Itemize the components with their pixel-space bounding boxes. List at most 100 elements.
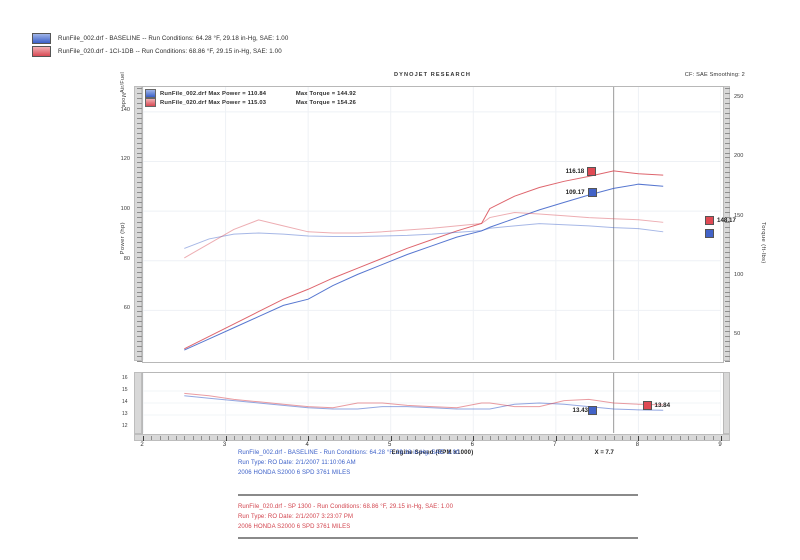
legend-swatch-baseline-icon	[32, 33, 51, 44]
axis-tick	[137, 117, 142, 119]
axis-tick	[725, 222, 730, 224]
axis-tick	[137, 251, 142, 253]
axis-tick	[137, 246, 142, 248]
x-axis-tick	[539, 436, 541, 440]
y-axis-right-tick-label: 250	[734, 93, 744, 100]
axis-tick	[137, 341, 142, 343]
axis-tick	[137, 336, 142, 338]
axis-tick	[725, 162, 730, 164]
x-axis-tick	[332, 436, 334, 440]
x-axis-tick	[275, 436, 277, 440]
legend-swatch-modified-icon	[32, 46, 51, 57]
callout-afr-baseline: 13.43	[572, 405, 600, 415]
y-axis-left-tick-label: 80	[123, 255, 130, 262]
x-axis-tick	[671, 436, 673, 440]
x-axis-tick	[448, 436, 450, 440]
axis-tick	[725, 207, 730, 209]
axis-tick	[137, 226, 142, 228]
callout-afr-modified: 13.84	[642, 400, 671, 410]
x-axis-tick	[473, 436, 475, 441]
x-axis-tick	[621, 436, 623, 440]
axis-tick	[137, 202, 142, 204]
x-axis-tick-label: 4	[305, 442, 309, 448]
max-swatch-modified-icon	[145, 98, 156, 107]
axis-tick	[725, 192, 730, 194]
y-axis-left-rail	[134, 86, 142, 362]
afr-axis-left-title: Air/Fuel	[120, 72, 126, 93]
y-axis-right-tick-label: 100	[734, 271, 744, 278]
x-axis-tick	[266, 436, 268, 440]
dyno-chart: DYNOJET RESEARCH CF: SAE Smoothing: 2 Po…	[120, 72, 766, 456]
x-axis-tick	[638, 436, 640, 441]
max-file-baseline: RunFile_002.drf	[160, 90, 207, 97]
x-axis-tick	[522, 436, 524, 440]
axis-tick	[137, 157, 142, 159]
x-axis-tick	[456, 436, 458, 440]
x-axis-tick	[299, 436, 301, 440]
max-power-baseline: 110.84	[247, 90, 267, 97]
x-axis-tick	[200, 436, 202, 440]
axis-tick	[725, 241, 730, 243]
axis-tick	[725, 92, 730, 94]
x-axis-tick	[176, 436, 178, 440]
axis-tick	[137, 142, 142, 144]
max-label-baseline: RunFile_002.drf Max Power = 110.84 Max T…	[160, 91, 356, 97]
x-axis-tick-label: 5	[388, 442, 392, 448]
x-axis-tick	[440, 436, 442, 440]
x-axis-tick	[432, 436, 433, 440]
legend-label-modified: RunFile_020.drf - 1CI-1DB -- Run Conditi…	[58, 48, 282, 55]
callout-afr-modified-value: 13.84	[654, 401, 671, 409]
callout-afr-baseline-value: 13.43	[572, 406, 588, 414]
x-axis-tick-label: 3	[222, 442, 227, 448]
power-torque-curves	[143, 87, 721, 360]
x-axis-tick	[489, 436, 491, 440]
footer-baseline-line-3: 2006 HONDA S2000 6 SPD 3761 MILES	[238, 470, 351, 476]
axis-tick	[137, 88, 142, 89]
x-axis-tick	[316, 436, 318, 440]
axis-tick	[725, 202, 730, 204]
x-axis-tick	[555, 436, 557, 441]
x-axis-tick	[382, 436, 384, 440]
axis-tick	[137, 102, 142, 104]
axis-tick	[725, 326, 730, 328]
max-values-legend: RunFile_002.drf Max Power = 110.84 Max T…	[145, 89, 356, 107]
x-axis-tick	[679, 436, 681, 440]
max-row-baseline: RunFile_002.drf Max Power = 110.84 Max T…	[145, 89, 356, 98]
axis-tick	[137, 122, 142, 124]
x-axis-tick	[291, 436, 293, 440]
y-axis-left-tick-label: 60	[123, 305, 130, 312]
x-axis-tick	[687, 436, 689, 440]
axis-tick	[137, 276, 142, 278]
footer-modified-line-3: 2006 HONDA S2000 6 SPD 3761 MILES	[238, 524, 351, 530]
legend-row-modified: RunFile_020.drf - 1CI-1DB -- Run Conditi…	[32, 46, 552, 57]
axis-tick	[725, 137, 730, 139]
x-axis-tick	[580, 436, 582, 440]
x-axis-tick	[704, 436, 706, 440]
smoothing-note: CF: SAE Smoothing: 2	[684, 72, 745, 78]
x-axis-tick	[597, 436, 599, 440]
x-axis-tick	[605, 436, 607, 440]
footer-baseline: RunFile_002.drf - BASELINE - Run Conditi…	[238, 448, 658, 478]
callout-power-modified-value: 116.18	[565, 167, 585, 175]
axis-tick	[137, 107, 142, 109]
x-axis-tick	[357, 436, 359, 440]
axis-tick	[725, 122, 730, 124]
x-axis-tick	[258, 436, 260, 440]
footer-divider-top	[238, 494, 638, 496]
callout-torque-baseline-swatch-icon	[705, 228, 714, 238]
chart-title: DYNOJET RESEARCH	[394, 72, 471, 78]
y-axis-right-title: Torque (ft-lbs)	[760, 222, 766, 264]
x-axis-tick	[217, 436, 219, 440]
axis-tick	[725, 197, 730, 199]
x-axis-title: Engine Speed (RPM x1000)	[391, 450, 474, 456]
axis-tick	[137, 167, 142, 169]
axis-tick	[725, 281, 730, 283]
axis-tick	[137, 212, 142, 214]
axis-tick	[137, 92, 142, 94]
footer-divider-bottom	[238, 537, 638, 539]
footer-modified-line-1: RunFile_020.drf - SP 1300 - Run Conditio…	[238, 504, 454, 510]
callout-torque-modified-value: 148.17	[717, 216, 736, 224]
axis-tick	[725, 157, 730, 159]
axis-tick	[725, 132, 730, 134]
axis-tick	[137, 286, 142, 288]
